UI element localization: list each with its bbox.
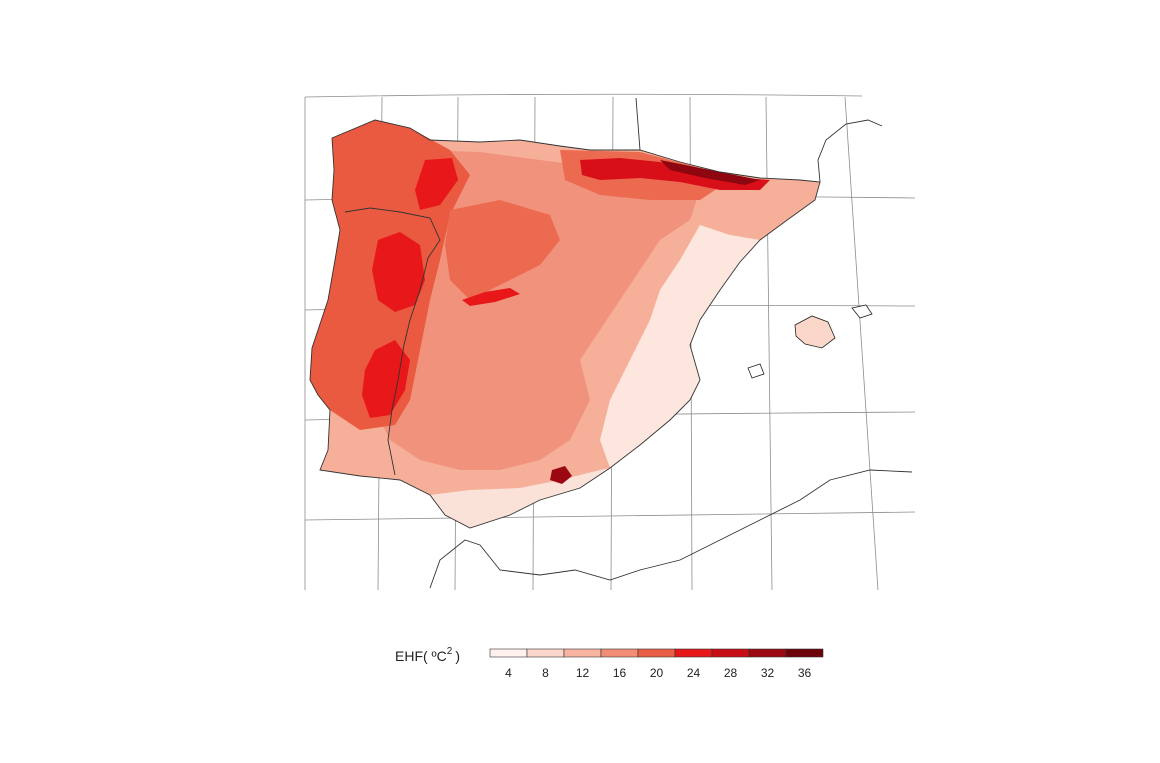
legend-tick-label: 36 bbox=[798, 666, 812, 680]
legend-swatch bbox=[526, 648, 565, 658]
legend-title-exp: 2 bbox=[447, 646, 453, 657]
legend-ticks: 4 8 12 16 20 24 28 32 36 bbox=[505, 666, 811, 680]
legend-swatch bbox=[600, 648, 639, 658]
legend-swatch bbox=[637, 648, 676, 658]
legend-swatch bbox=[748, 648, 787, 658]
legend-tick-label: 12 bbox=[576, 666, 590, 680]
portugal-hot-core-north bbox=[372, 232, 425, 312]
central-strong bbox=[445, 200, 560, 300]
legend-tick-label: 24 bbox=[687, 666, 701, 680]
legend-swatch bbox=[489, 648, 528, 658]
legend-tick-label: 16 bbox=[613, 666, 627, 680]
legend-title-main: EHF( ºC bbox=[395, 648, 447, 664]
pyrenees-extreme bbox=[660, 160, 760, 185]
portugal-hot-core-south bbox=[362, 340, 410, 418]
legend-title-close: ) bbox=[455, 648, 460, 664]
central-line-hot bbox=[462, 288, 520, 306]
legend-title: EHF( ºC2) bbox=[395, 646, 460, 664]
legend-tick-label: 32 bbox=[761, 666, 775, 680]
sierra-nevada-extreme bbox=[550, 466, 572, 484]
east-coast-light bbox=[600, 225, 760, 468]
coastlines bbox=[309, 97, 913, 589]
ehf-field bbox=[310, 120, 873, 528]
legend-colorbar bbox=[489, 648, 824, 658]
legend-swatch bbox=[674, 648, 713, 658]
galicia-hot bbox=[415, 158, 458, 210]
legend-tick-label: 28 bbox=[724, 666, 738, 680]
menorca bbox=[851, 304, 873, 319]
legend-swatch bbox=[785, 648, 824, 658]
legend-tick-label: 8 bbox=[542, 666, 549, 680]
legend-swatch bbox=[563, 648, 602, 658]
mallorca bbox=[794, 315, 836, 349]
ibiza bbox=[747, 363, 765, 379]
legend-tick-label: 20 bbox=[650, 666, 664, 680]
legend-swatch bbox=[711, 648, 750, 658]
pyrenees-hot bbox=[580, 158, 770, 190]
legend-tick-label: 4 bbox=[505, 666, 512, 680]
south-coast-light bbox=[430, 468, 610, 528]
